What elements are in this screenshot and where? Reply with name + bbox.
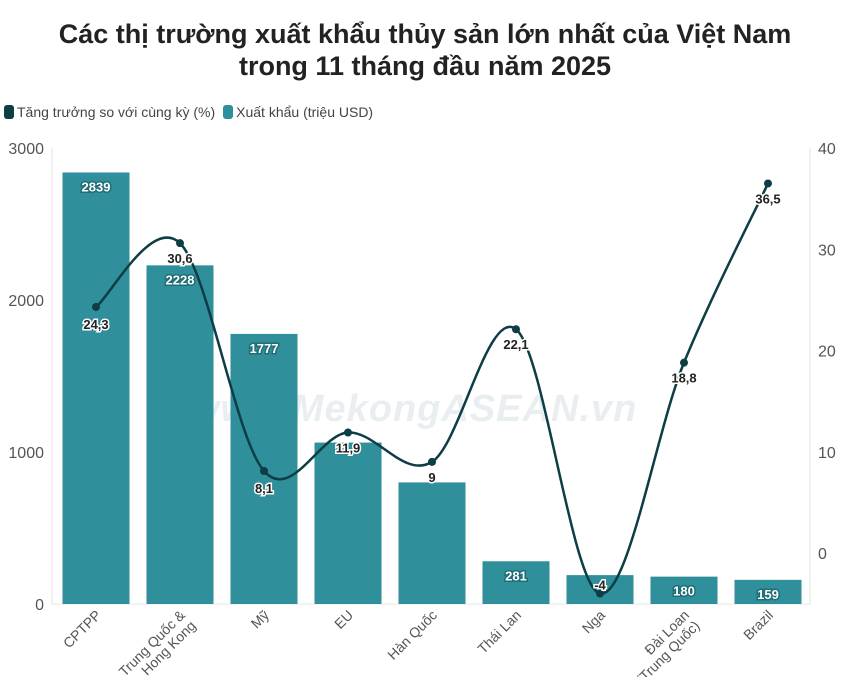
y-left-tick-label: 2000	[8, 293, 44, 310]
growth-line	[95, 182, 770, 595]
x-tick-label: Mỹ	[248, 607, 273, 632]
y-right-tick-label: 20	[818, 344, 836, 361]
growth-data-label: 30,6	[167, 251, 192, 266]
legend-item-growth[interactable]: Tăng trưởng so với cùng kỳ (%)	[4, 104, 215, 120]
y-left-tick-label: 0	[35, 597, 44, 614]
growth-point	[512, 325, 520, 334]
growth-point	[596, 589, 604, 598]
bar	[482, 561, 550, 604]
growth-data-label: 22,1	[503, 337, 528, 352]
x-tick-label-line: Nga	[579, 607, 609, 637]
y-left-tick-label: 3000	[8, 141, 44, 158]
growth-data-label: 8,1	[255, 481, 273, 496]
growth-data-label: 36,5	[755, 191, 780, 206]
legend-label-export: Xuất khẩu (triệu USD)	[236, 104, 374, 120]
legend-swatch-growth	[4, 105, 14, 119]
x-tick-label-line: CPTPP	[60, 607, 104, 651]
legend-swatch-export	[223, 105, 234, 119]
growth-point	[92, 302, 100, 311]
title-line-1: Các thị trường xuất khẩu thủy sản lớn nh…	[58, 19, 792, 49]
x-tick-label-line: Hàn Quốc	[384, 607, 440, 663]
y-right-tick-label: 0	[818, 546, 827, 563]
x-tick-label-line: Thái Lan	[474, 607, 524, 657]
x-tick-label: Hàn Quốc	[384, 607, 440, 663]
legend-item-export[interactable]: Xuất khẩu (triệu USD)	[223, 104, 373, 120]
x-tick-label: Nga	[579, 607, 609, 637]
bar	[314, 442, 382, 604]
x-tick-label-line: Brazil	[740, 607, 776, 643]
growth-data-label: 18,8	[671, 371, 696, 386]
growth-data-label: 24,3	[83, 317, 108, 332]
growth-point	[176, 239, 184, 248]
bar-data-label: 180	[673, 584, 695, 599]
bar-data-label: 159	[757, 587, 779, 602]
bar	[398, 482, 466, 604]
growth-point	[764, 179, 772, 188]
x-tick-label-line: EU	[331, 607, 356, 632]
y-right-tick-label: 40	[818, 141, 836, 158]
x-tick-label: CPTPP	[60, 607, 104, 651]
y-right-tick-label: 30	[818, 242, 836, 259]
legend-label-growth: Tăng trưởng so với cùng kỳ (%)	[17, 104, 216, 120]
x-tick-label-line: Mỹ	[248, 607, 273, 632]
bar	[146, 265, 214, 604]
bar	[734, 579, 802, 604]
x-tick-label: Brazil	[740, 607, 776, 643]
bar-data-label: 1777	[250, 341, 279, 356]
bar	[650, 576, 718, 604]
bar-data-label: 281	[505, 568, 527, 583]
growth-point	[428, 457, 436, 466]
growth-data-label: 11,9	[336, 441, 361, 456]
growth-point	[260, 466, 268, 475]
growth-point	[680, 358, 688, 367]
x-tick-label: Thái Lan	[474, 607, 524, 657]
x-tick-label: EU	[331, 607, 356, 632]
growth-point	[344, 428, 352, 437]
legend: Tăng trưởng so với cùng kỳ (%) Xuất khẩu…	[4, 104, 373, 120]
growth-data-label: -4	[594, 578, 606, 593]
bar-data-label: 2839	[82, 179, 111, 194]
y-right-tick-label: 10	[818, 445, 836, 462]
title-line-2: trong 11 tháng đầu năm 2025	[238, 51, 612, 81]
bar-data-label: 2228	[166, 272, 195, 287]
chart-title: Các thị trường xuất khẩu thủy sản lớn nh…	[0, 18, 850, 82]
y-left-tick-label: 1000	[8, 445, 44, 462]
x-tick-label: Trung Quốc &Hong Kong	[116, 606, 200, 677]
bar	[62, 172, 130, 605]
x-tick-label: Đài Loan(Trung Quốc)	[622, 607, 702, 677]
growth-data-label: 9	[428, 470, 435, 485]
